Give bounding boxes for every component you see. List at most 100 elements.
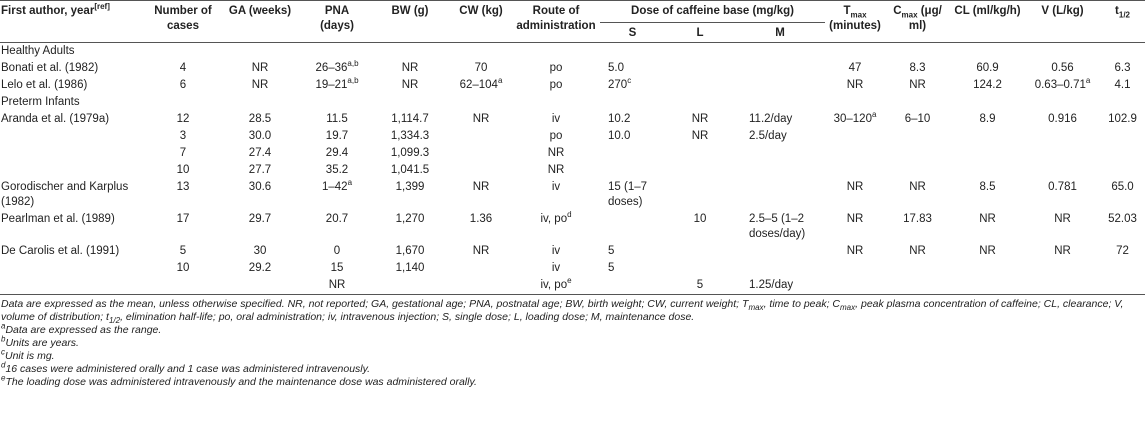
superscript: [ref] <box>94 2 110 12</box>
text-run: , time to peak; C <box>763 298 841 310</box>
cell: 29.7 <box>248 213 272 225</box>
text-run: Units are years. <box>5 337 79 349</box>
footnotes: Data are expressed as the mean, unless o… <box>0 295 1145 389</box>
data-row: Aranda et al. (1979a) 12 28.5 11.5 1,114.7 NR… <box>0 111 1145 128</box>
header-cell: PNA (days) <box>320 5 354 32</box>
cell: 70 <box>474 62 488 74</box>
cell: NR <box>472 181 490 193</box>
cell: NR <box>909 79 926 91</box>
cell: 5 <box>608 262 615 274</box>
cell: 26–36a,b <box>304 60 370 77</box>
cell <box>370 277 450 295</box>
cell: 17.83 <box>903 213 932 225</box>
cell: Gorodischer and Karplus (1982) <box>1 181 129 208</box>
cell: 15 <box>330 262 344 274</box>
cell <box>0 162 150 179</box>
footnote: Data are expressed as the mean, unless o… <box>1 298 1144 325</box>
cell: 8.3 <box>909 62 926 74</box>
cell: 7 <box>179 147 187 159</box>
cell: iv, poe <box>512 277 600 295</box>
cell <box>150 277 216 295</box>
cell: NR <box>979 213 996 225</box>
cell: NR <box>909 181 926 193</box>
cell: 1.36 <box>469 213 493 225</box>
cell <box>600 211 665 243</box>
cell <box>665 77 735 94</box>
cell <box>0 128 150 145</box>
header-cell: First author, year[ref] <box>0 1 150 43</box>
cell: 30 <box>253 245 267 257</box>
cell <box>450 128 512 145</box>
header-cell: S <box>628 27 637 39</box>
cell: NR <box>979 245 996 257</box>
cell <box>885 260 950 277</box>
superscript: d <box>1 360 6 370</box>
cell: 6–10 <box>904 113 931 125</box>
cell: 124.2 <box>973 79 1002 91</box>
data-row: Gorodischer and Karplus (1982) 13 30.6 1–42… <box>0 179 1145 211</box>
cell: 17 <box>176 213 190 225</box>
subscript: 1/2 <box>1118 10 1130 20</box>
text-run: The loading dose was administered intrav… <box>5 376 477 388</box>
text-run: C <box>893 5 902 17</box>
cell <box>1025 128 1100 145</box>
cell: 5 <box>696 279 704 291</box>
data-row: Lelo et al. (1986) 6 NR 19–21a,b NR 62–104a po… <box>0 77 1145 94</box>
header-cell: Dose of caffeine base (mg/kg) <box>600 0 826 23</box>
cell <box>950 277 1025 295</box>
cell: 19.7 <box>325 130 349 142</box>
cell <box>885 145 950 162</box>
text-run: Data are expressed as the range. <box>5 324 162 336</box>
cell: 6 <box>179 79 187 91</box>
cell <box>450 260 512 277</box>
cell: NR <box>251 79 269 91</box>
cell <box>735 60 825 77</box>
subscript: max <box>748 303 764 313</box>
subscript: max <box>901 10 918 20</box>
cell <box>885 277 950 295</box>
cell: De Carolis et al. (1991) <box>1 245 120 257</box>
header-cell: CL (ml/kg/h) <box>954 5 1021 17</box>
cell: NR <box>547 147 565 159</box>
cell: NR <box>846 79 864 91</box>
cell: NR <box>846 181 864 193</box>
cell <box>950 162 1025 179</box>
header-cell: Cmax (μg/ ml) <box>885 1 950 43</box>
cell: 8.9 <box>979 113 996 125</box>
cell: NR <box>547 164 565 176</box>
cell: 8.5 <box>979 181 996 193</box>
header-cell: GA (weeks) <box>228 5 292 17</box>
cell: 1.25/day <box>749 279 794 291</box>
text-run: 1–42 <box>321 181 348 193</box>
cell: iv <box>551 262 561 274</box>
cell: iv <box>551 113 561 125</box>
cell <box>950 260 1025 277</box>
cell <box>600 162 665 179</box>
cell <box>950 128 1025 145</box>
cell: 30.0 <box>248 130 272 142</box>
cell: 5 <box>608 245 615 257</box>
cell: 1–42a <box>304 179 370 211</box>
text-run: T <box>843 5 851 17</box>
cell: 1,041.5 <box>390 164 430 176</box>
cell: NR <box>846 213 864 225</box>
cell: 10 <box>176 164 190 176</box>
cell: 10.0 <box>608 130 631 142</box>
header-cell: Number of cases <box>154 5 212 32</box>
cell <box>735 145 825 162</box>
superscript: c <box>1 347 5 357</box>
cell: 102.9 <box>1108 113 1137 125</box>
text-run: Data are expressed as the mean, unless o… <box>1 298 749 310</box>
cell: 1,399 <box>395 181 425 193</box>
header-cell: t1/2 <box>1100 1 1145 43</box>
cell: NR <box>328 279 346 291</box>
text-run: iv, po <box>540 213 568 225</box>
cell: po <box>549 79 563 91</box>
cell: 270c <box>600 77 665 94</box>
cell: 1,270 <box>395 213 425 225</box>
cell: 15 (1–7 doses) <box>608 181 648 208</box>
cell: NR <box>401 62 419 74</box>
cell <box>825 260 885 277</box>
cell <box>825 277 885 295</box>
cell <box>1100 128 1145 145</box>
